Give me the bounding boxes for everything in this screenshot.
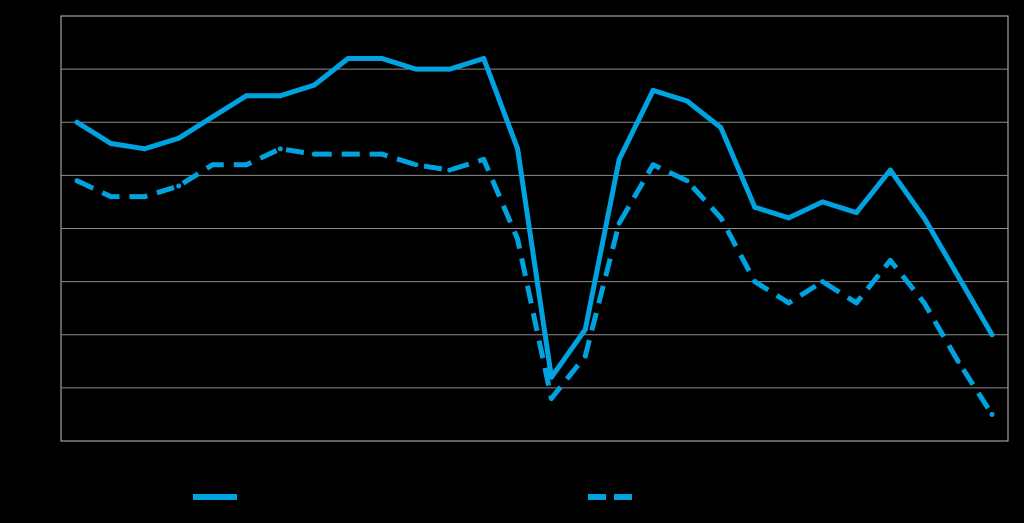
data-point-series-2 bbox=[820, 279, 826, 285]
data-point-series-1 bbox=[616, 156, 622, 162]
data-point-series-2 bbox=[413, 162, 419, 168]
gridlines bbox=[61, 68, 1008, 389]
data-point-series-1 bbox=[345, 56, 351, 61]
data-point-series-2 bbox=[447, 167, 453, 173]
data-point-series-2 bbox=[515, 236, 521, 242]
data-point-series-2 bbox=[277, 146, 283, 152]
data-point-series-1 bbox=[74, 119, 80, 125]
data-point-series-2 bbox=[379, 151, 385, 157]
data-point-series-1 bbox=[955, 273, 961, 279]
data-point-series-1 bbox=[413, 66, 419, 72]
data-point-series-2 bbox=[752, 279, 758, 285]
data-point-series-2 bbox=[616, 220, 622, 226]
data-point-series-2 bbox=[481, 156, 487, 162]
data-point-series-2 bbox=[243, 162, 249, 168]
data-point-series-2 bbox=[142, 194, 148, 200]
data-point-series-2 bbox=[718, 215, 724, 221]
data-point-series-1 bbox=[210, 114, 216, 120]
data-point-series-1 bbox=[582, 326, 588, 332]
series-lines bbox=[74, 56, 995, 417]
data-point-series-2 bbox=[786, 300, 792, 306]
data-point-series-1 bbox=[142, 146, 148, 152]
data-point-series-2 bbox=[989, 411, 995, 417]
series-line-dashed bbox=[75, 146, 995, 416]
data-point-series-2 bbox=[650, 162, 656, 168]
data-point-series-1 bbox=[108, 141, 114, 146]
data-point-series-2 bbox=[548, 396, 554, 401]
data-point-series-1 bbox=[820, 199, 826, 205]
data-point-series-1 bbox=[515, 146, 521, 152]
data-point-series-1 bbox=[243, 93, 249, 99]
data-point-series-2 bbox=[74, 178, 80, 184]
data-point-series-2 bbox=[311, 151, 317, 157]
data-point-series-1 bbox=[989, 332, 995, 338]
data-point-series-2 bbox=[853, 300, 859, 306]
data-point-series-2 bbox=[582, 353, 588, 359]
data-point-series-1 bbox=[650, 87, 656, 93]
data-point-series-2 bbox=[955, 358, 961, 364]
data-point-series-2 bbox=[921, 300, 927, 306]
data-point-series-1 bbox=[752, 204, 758, 210]
data-point-series-2 bbox=[108, 194, 114, 200]
data-point-series-1 bbox=[311, 82, 317, 88]
data-point-series-2 bbox=[887, 257, 893, 263]
data-point-series-2 bbox=[210, 162, 216, 168]
data-point-series-1 bbox=[786, 215, 792, 221]
data-point-series-1 bbox=[921, 215, 927, 221]
data-point-series-1 bbox=[277, 93, 283, 99]
data-point-series-1 bbox=[548, 374, 554, 380]
data-point-series-1 bbox=[718, 125, 724, 131]
data-point-series-1 bbox=[684, 98, 690, 104]
data-point-series-2 bbox=[684, 178, 690, 184]
data-point-series-2 bbox=[345, 151, 351, 157]
data-point-series-1 bbox=[447, 66, 453, 72]
series-line-solid bbox=[74, 56, 995, 380]
data-point-series-2 bbox=[176, 183, 182, 189]
data-point-series-1 bbox=[887, 167, 893, 173]
data-point-series-1 bbox=[853, 210, 859, 216]
data-point-series-1 bbox=[379, 56, 385, 61]
data-point-series-1 bbox=[481, 56, 487, 61]
data-point-series-1 bbox=[176, 135, 182, 141]
